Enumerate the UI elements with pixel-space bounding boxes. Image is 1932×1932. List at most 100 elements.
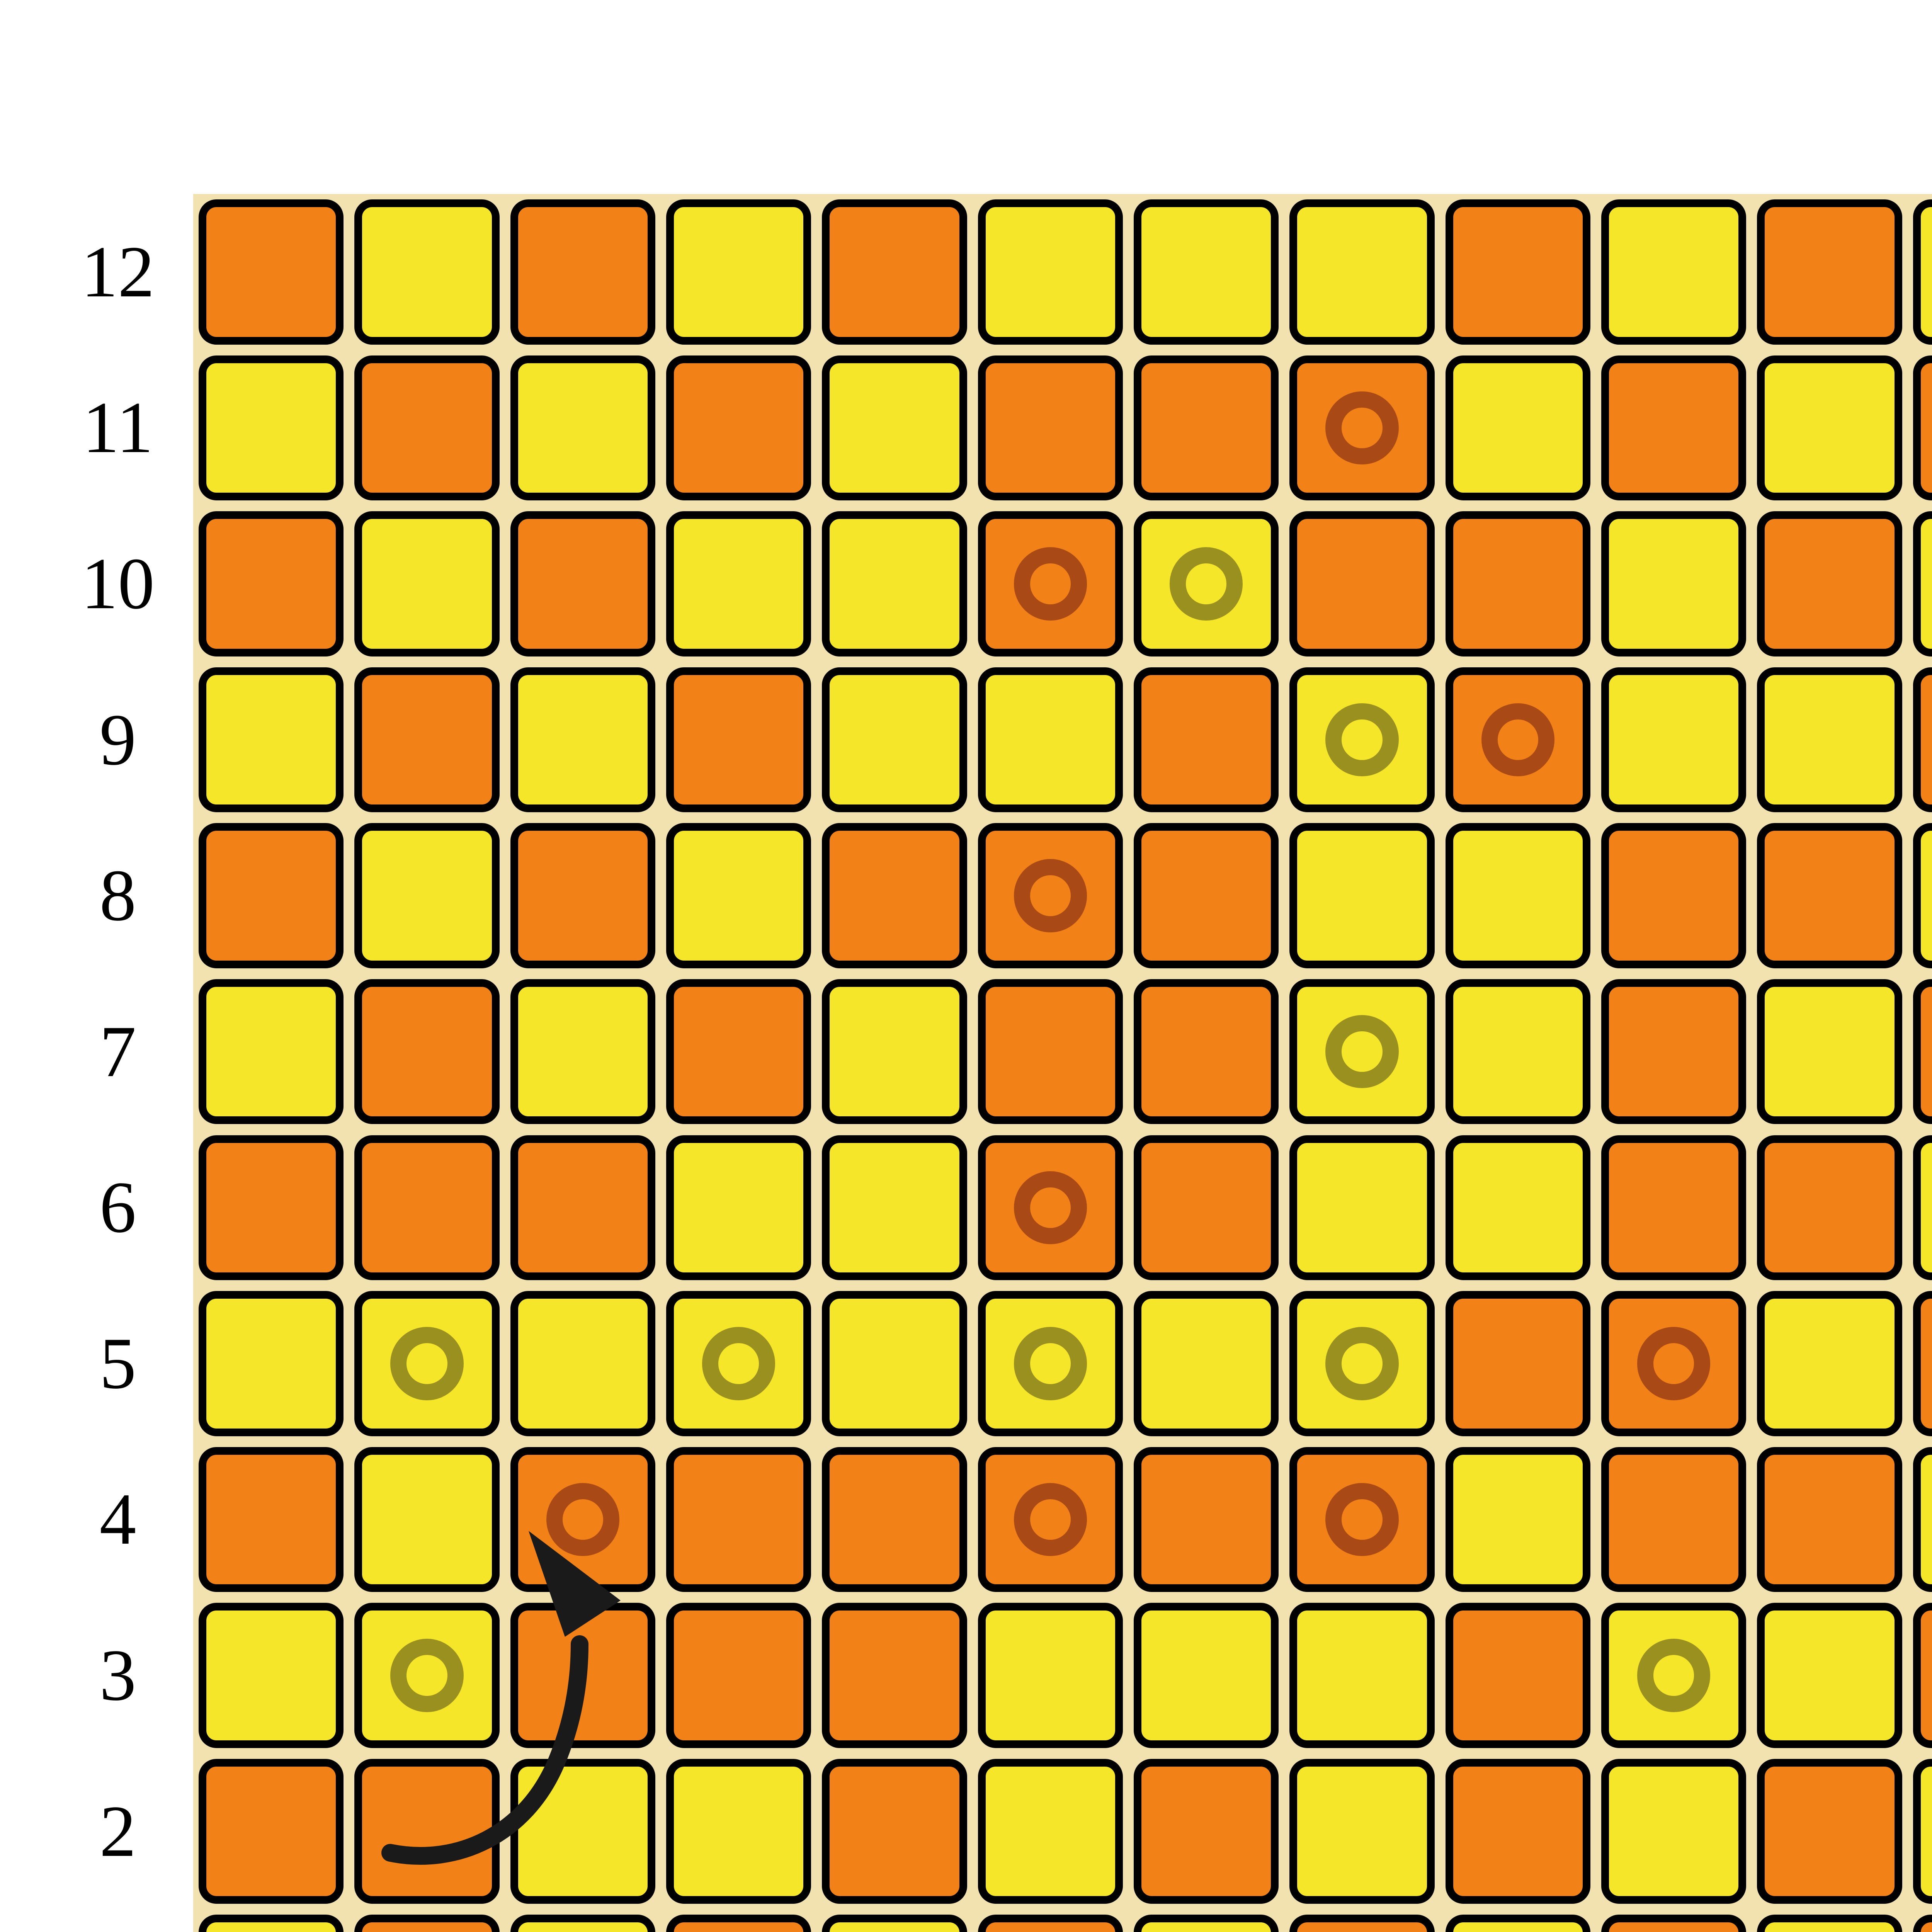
board-cell-B11[interactable] xyxy=(354,355,500,501)
board-cell-F1[interactable] xyxy=(978,1915,1123,1932)
board-cell-E6[interactable] xyxy=(822,1135,967,1281)
board-cell-A10[interactable] xyxy=(199,511,344,656)
board-cell-A5[interactable] xyxy=(199,1291,344,1436)
board-cell-D11[interactable] xyxy=(666,355,811,501)
board-cell-A2[interactable] xyxy=(199,1759,344,1904)
board-cell-L11[interactable] xyxy=(1913,355,1932,501)
board-cell-E3[interactable] xyxy=(822,1603,967,1748)
board-cell-D10[interactable] xyxy=(666,511,811,656)
board-cell-B10[interactable] xyxy=(354,511,500,656)
board-cell-E5[interactable] xyxy=(822,1291,967,1436)
board-cell-K7[interactable] xyxy=(1757,979,1902,1124)
board-cell-K12[interactable] xyxy=(1757,199,1902,345)
board-cell-J7[interactable] xyxy=(1601,979,1747,1124)
board-cell-F5[interactable] xyxy=(978,1291,1123,1436)
board-cell-H2[interactable] xyxy=(1289,1759,1435,1904)
board-cell-F10[interactable] xyxy=(978,511,1123,656)
board-cell-F7[interactable] xyxy=(978,979,1123,1124)
board-cell-H10[interactable] xyxy=(1289,511,1435,656)
board-cell-J6[interactable] xyxy=(1601,1135,1747,1281)
board-cell-A1[interactable] xyxy=(199,1915,344,1932)
board-cell-K4[interactable] xyxy=(1757,1447,1902,1592)
board-cell-G7[interactable] xyxy=(1134,979,1279,1124)
board-cell-L8[interactable] xyxy=(1913,823,1932,968)
ring-marker-F10[interactable] xyxy=(1014,547,1087,621)
ring-marker-H5[interactable] xyxy=(1325,1327,1399,1400)
ring-marker-H9[interactable] xyxy=(1325,703,1399,777)
board-cell-G5[interactable] xyxy=(1134,1291,1279,1436)
board-cell-B2[interactable] xyxy=(354,1759,500,1904)
board-cell-I10[interactable] xyxy=(1445,511,1590,656)
board-cell-I1[interactable] xyxy=(1445,1915,1590,1932)
board-cell-B7[interactable] xyxy=(354,979,500,1124)
board-cell-K10[interactable] xyxy=(1757,511,1902,656)
board-cell-F12[interactable] xyxy=(978,199,1123,345)
board-cell-G12[interactable] xyxy=(1134,199,1279,345)
ring-marker-J5[interactable] xyxy=(1637,1327,1711,1400)
ring-marker-F5[interactable] xyxy=(1014,1327,1087,1400)
ring-marker-D5[interactable] xyxy=(702,1327,776,1400)
board-cell-L12[interactable] xyxy=(1913,199,1932,345)
board-cell-D8[interactable] xyxy=(666,823,811,968)
board-cell-L9[interactable] xyxy=(1913,667,1932,813)
board-cell-I12[interactable] xyxy=(1445,199,1590,345)
board-cell-C1[interactable] xyxy=(510,1915,655,1932)
board-cell-L3[interactable] xyxy=(1913,1603,1932,1748)
ring-marker-J3[interactable] xyxy=(1637,1639,1711,1712)
board-cell-K9[interactable] xyxy=(1757,667,1902,813)
board-cell-H6[interactable] xyxy=(1289,1135,1435,1281)
board-cell-D2[interactable] xyxy=(666,1759,811,1904)
board-cell-A9[interactable] xyxy=(199,667,344,813)
board-cell-J4[interactable] xyxy=(1601,1447,1747,1592)
board-cell-C2[interactable] xyxy=(510,1759,655,1904)
board-cell-K3[interactable] xyxy=(1757,1603,1902,1748)
board-cell-G6[interactable] xyxy=(1134,1135,1279,1281)
board-cell-K11[interactable] xyxy=(1757,355,1902,501)
board-cell-L2[interactable] xyxy=(1913,1759,1932,1904)
board-cell-D7[interactable] xyxy=(666,979,811,1124)
board-cell-L5[interactable] xyxy=(1913,1291,1932,1436)
board-cell-L4[interactable] xyxy=(1913,1447,1932,1592)
board-cell-C6[interactable] xyxy=(510,1135,655,1281)
board-cell-I8[interactable] xyxy=(1445,823,1590,968)
ring-marker-C4[interactable] xyxy=(546,1483,620,1556)
board-cell-F2[interactable] xyxy=(978,1759,1123,1904)
board-cell-J1[interactable] xyxy=(1601,1915,1747,1932)
board-cell-K2[interactable] xyxy=(1757,1759,1902,1904)
board-cell-D3[interactable] xyxy=(666,1603,811,1748)
ring-marker-H11[interactable] xyxy=(1325,391,1399,465)
board-cell-I4[interactable] xyxy=(1445,1447,1590,1592)
board-cell-A11[interactable] xyxy=(199,355,344,501)
board-cell-J2[interactable] xyxy=(1601,1759,1747,1904)
board-cell-C7[interactable] xyxy=(510,979,655,1124)
board-cell-E9[interactable] xyxy=(822,667,967,813)
board-cell-K1[interactable] xyxy=(1757,1915,1902,1932)
board-cell-I11[interactable] xyxy=(1445,355,1590,501)
board-cell-D1[interactable] xyxy=(666,1915,811,1932)
board-cell-G3[interactable] xyxy=(1134,1603,1279,1748)
board-cell-I2[interactable] xyxy=(1445,1759,1590,1904)
board-cell-H12[interactable] xyxy=(1289,199,1435,345)
board-cell-I6[interactable] xyxy=(1445,1135,1590,1281)
board-cell-J9[interactable] xyxy=(1601,667,1747,813)
board-cell-I5[interactable] xyxy=(1445,1291,1590,1436)
board-cell-I3[interactable] xyxy=(1445,1603,1590,1748)
ring-marker-F8[interactable] xyxy=(1014,859,1087,932)
board-cell-E8[interactable] xyxy=(822,823,967,968)
board-cell-I7[interactable] xyxy=(1445,979,1590,1124)
board-cell-J12[interactable] xyxy=(1601,199,1747,345)
board-cell-A6[interactable] xyxy=(199,1135,344,1281)
board-cell-H8[interactable] xyxy=(1289,823,1435,968)
board-cell-E2[interactable] xyxy=(822,1759,967,1904)
ring-marker-H4[interactable] xyxy=(1325,1483,1399,1556)
board-cell-A4[interactable] xyxy=(199,1447,344,1592)
board-cell-A7[interactable] xyxy=(199,979,344,1124)
board-cell-A12[interactable] xyxy=(199,199,344,345)
board-cell-E7[interactable] xyxy=(822,979,967,1124)
ring-marker-F4[interactable] xyxy=(1014,1483,1087,1556)
ring-marker-G10[interactable] xyxy=(1169,547,1243,621)
board-cell-K5[interactable] xyxy=(1757,1291,1902,1436)
board-cell-A3[interactable] xyxy=(199,1603,344,1748)
board-cell-G9[interactable] xyxy=(1134,667,1279,813)
board-cell-E1[interactable] xyxy=(822,1915,967,1932)
